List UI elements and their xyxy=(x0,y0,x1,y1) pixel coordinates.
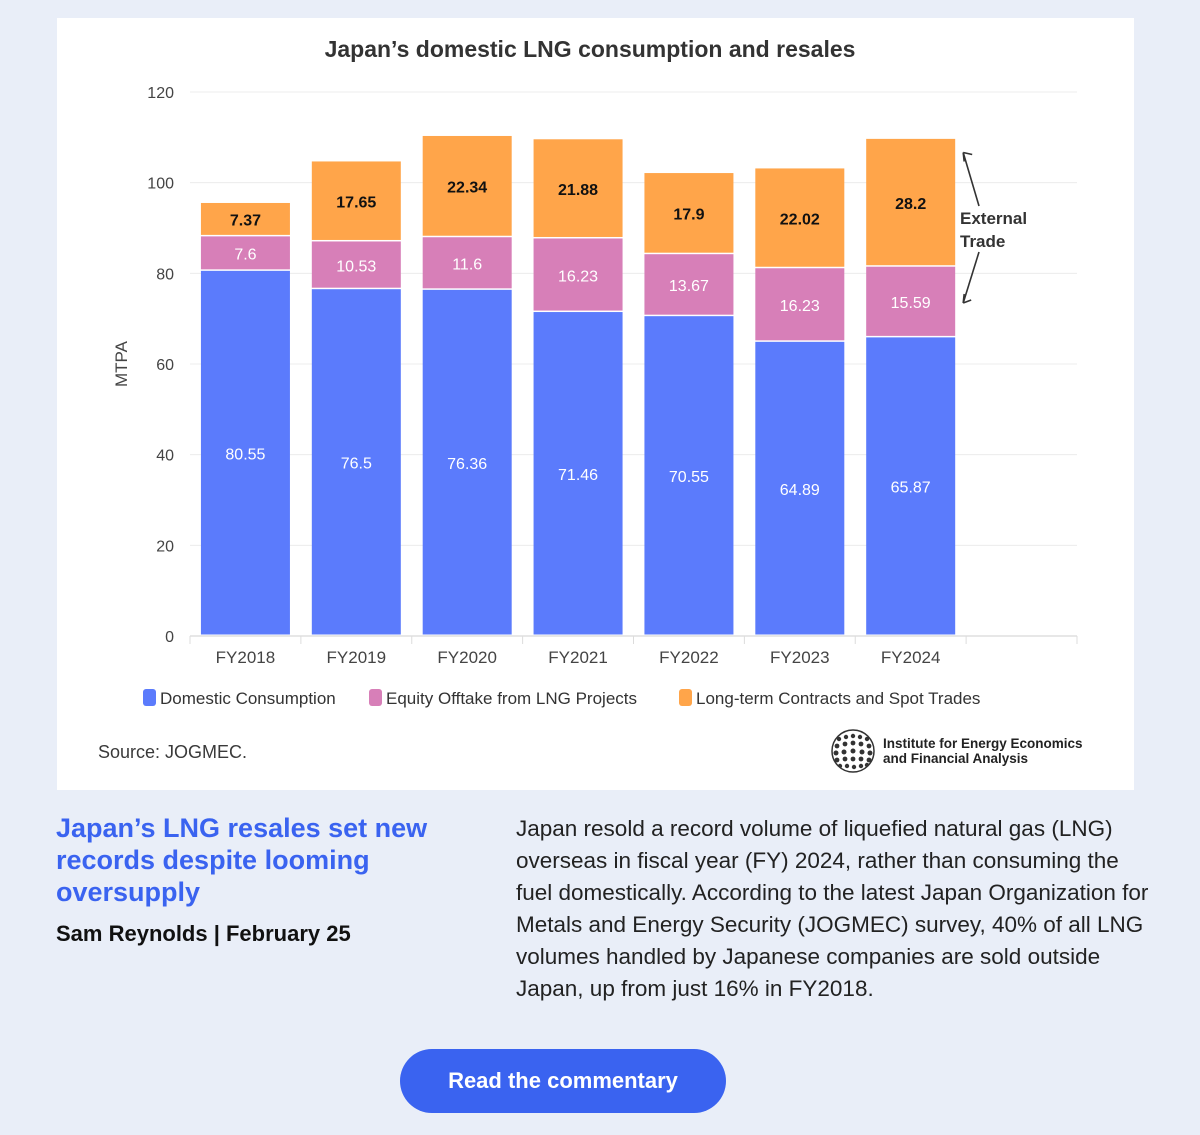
annotation-arrow xyxy=(962,251,980,304)
article-summary: Japan resold a record volume of liquefie… xyxy=(516,816,1149,1001)
x-tick-label: FY2021 xyxy=(548,648,608,667)
x-tick-label: FY2019 xyxy=(327,648,387,667)
bar-segment xyxy=(533,238,623,311)
annotation-arrow xyxy=(962,152,980,207)
bar-segment xyxy=(644,173,734,253)
legend-label: Equity Offtake from LNG Projects xyxy=(386,689,637,708)
y-tick-label: 60 xyxy=(156,357,174,374)
legend-swatch xyxy=(679,689,692,706)
globe-icon xyxy=(831,729,875,773)
data-label: 16.23 xyxy=(780,298,820,315)
logo-line-1: Institute for Energy Economics xyxy=(883,736,1083,751)
data-label: 16.23 xyxy=(558,268,598,285)
bar-segment xyxy=(422,135,512,236)
data-label: 22.34 xyxy=(447,180,487,197)
data-label: 17.65 xyxy=(336,194,376,211)
bar-segment xyxy=(866,266,956,336)
data-label: 17.9 xyxy=(673,207,704,224)
y-tick-label: 20 xyxy=(156,538,174,555)
data-label: 7.6 xyxy=(234,247,256,264)
ieefa-logo: Institute for Energy Economics and Finan… xyxy=(829,727,1119,775)
data-label: 70.55 xyxy=(669,469,709,486)
legend-label: Long-term Contracts and Spot Trades xyxy=(696,689,980,708)
annotation-text: Trade xyxy=(960,232,1005,251)
data-label: 76.5 xyxy=(341,456,372,473)
bar-segment xyxy=(755,268,845,341)
chart-source: Source: JOGMEC. xyxy=(98,742,248,762)
bar-segment xyxy=(866,138,956,266)
bar-segment xyxy=(200,202,290,235)
data-label: 11.6 xyxy=(452,257,482,274)
bar-segment xyxy=(866,337,956,635)
data-label: 21.88 xyxy=(558,182,598,199)
bar-segment xyxy=(533,139,623,237)
x-tick-label: FY2018 xyxy=(216,648,276,667)
y-tick-label: 0 xyxy=(165,629,174,646)
x-tick-label: FY2022 xyxy=(659,648,719,667)
chart-card: Japan’s domestic LNG consumption and res… xyxy=(57,18,1134,790)
data-label: 13.67 xyxy=(669,278,709,295)
annotation-arrowhead xyxy=(962,151,973,162)
logo-line-2: and Financial Analysis xyxy=(883,751,1029,766)
x-tick-label: FY2023 xyxy=(770,648,830,667)
bar-segment xyxy=(311,241,401,288)
y-tick-label: 120 xyxy=(147,85,174,102)
data-label: 22.02 xyxy=(780,211,820,228)
bar-segment xyxy=(644,254,734,315)
bar-segment xyxy=(200,270,290,635)
bar-segment xyxy=(644,316,734,635)
chart-title: Japan’s domestic LNG consumption and res… xyxy=(325,36,856,62)
data-label: 76.36 xyxy=(447,456,487,473)
bar-segment xyxy=(200,236,290,270)
bar-segment xyxy=(422,237,512,289)
data-label: 71.46 xyxy=(558,467,598,484)
annotation-text: External xyxy=(960,209,1027,228)
legend-swatch xyxy=(369,689,382,706)
bar-segment xyxy=(755,168,845,267)
article-byline: Sam Reynolds | February 25 xyxy=(56,921,351,946)
data-label: 10.53 xyxy=(336,258,376,275)
annotation-arrowhead xyxy=(962,293,972,304)
y-tick-label: 40 xyxy=(156,448,174,465)
y-tick-label: 80 xyxy=(156,266,174,283)
bar-segment xyxy=(533,312,623,635)
y-axis-label: MTPA xyxy=(112,340,131,387)
bar-segment xyxy=(311,161,401,240)
bar-segment xyxy=(311,289,401,635)
data-label: 15.59 xyxy=(891,295,931,312)
data-label: 65.87 xyxy=(891,480,931,497)
legend-swatch xyxy=(143,689,156,706)
data-label: 80.55 xyxy=(225,446,265,463)
data-label: 64.89 xyxy=(780,482,820,499)
bar-segment xyxy=(422,289,512,635)
stacked-bar-chart: Japan’s domestic LNG consumption and res… xyxy=(112,36,1078,708)
article-headline[interactable]: Japan’s LNG resales set new records desp… xyxy=(56,813,428,907)
y-tick-label: 100 xyxy=(147,176,174,193)
read-commentary-button[interactable]: Read the commentary xyxy=(400,1049,726,1113)
bar-segment xyxy=(755,341,845,635)
legend-label: Domestic Consumption xyxy=(160,689,336,708)
data-label: 7.37 xyxy=(230,213,261,230)
data-label: 28.2 xyxy=(895,196,926,213)
x-tick-label: FY2020 xyxy=(437,648,497,667)
x-tick-label: FY2024 xyxy=(881,648,941,667)
